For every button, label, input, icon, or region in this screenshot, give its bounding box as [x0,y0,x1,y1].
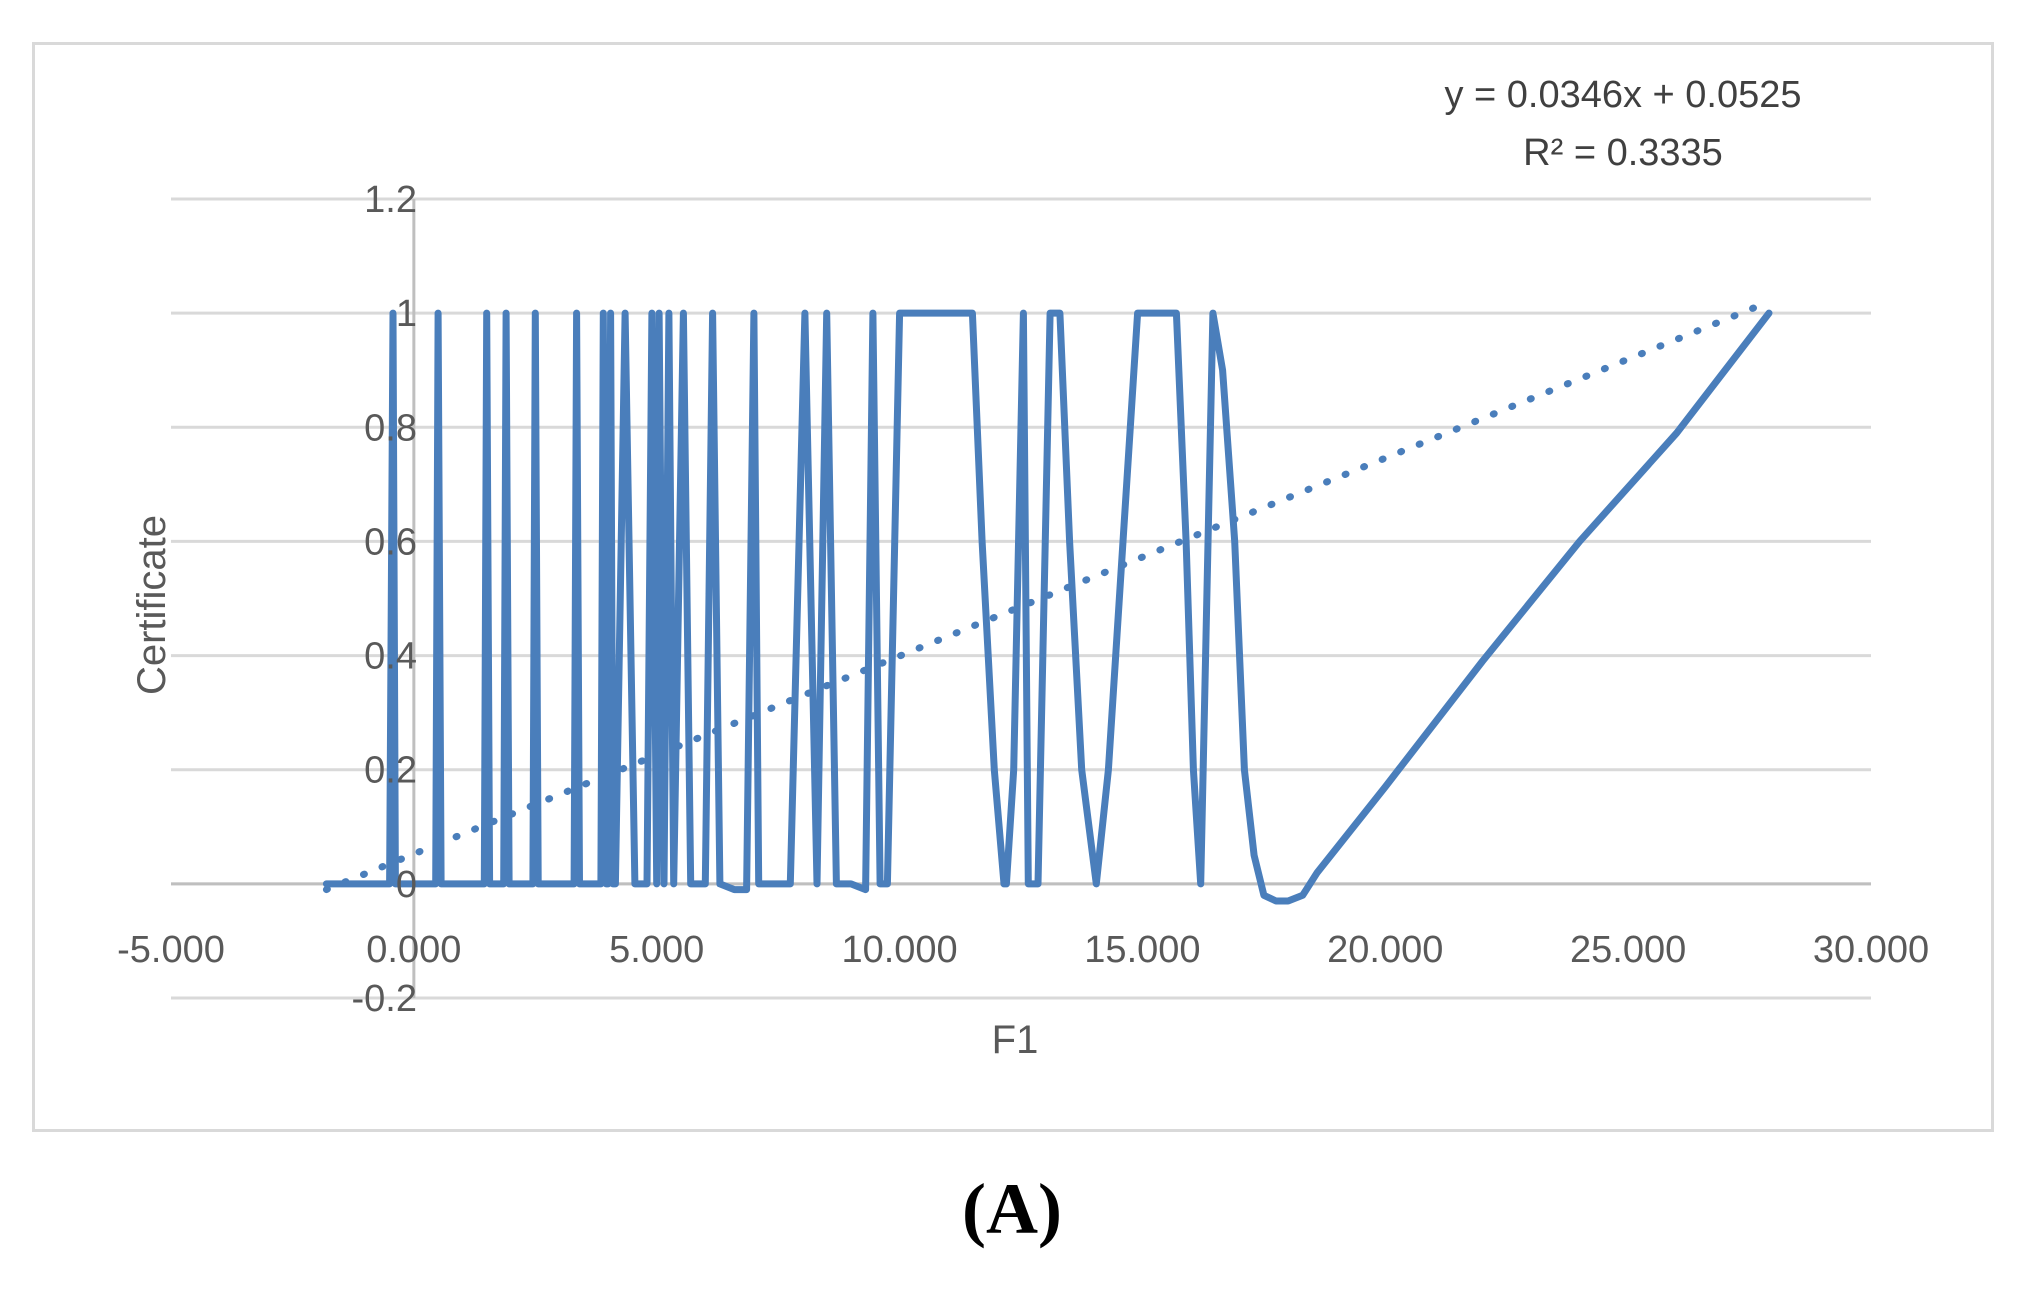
series-lines [322,309,1773,905]
y-tick-label: 0.4 [364,636,417,678]
trendline-equation: y = 0.0346x + 0.0525 [1444,74,1801,116]
y-axis-title: Certificate [130,515,174,695]
x-tick-label: -5.000 [117,929,225,971]
x-tick-label: 0.000 [366,929,461,971]
tick-labels: -0.2 0 0.2 0.4 0.6 0.8 1 1.2 -5.000 0.000 5.000 10.… [117,179,1929,1020]
y-tick-label: 0.8 [364,407,417,449]
x-tick-label: 20.000 [1327,929,1443,971]
series-line-0 [322,309,1773,905]
y-tick-label: -0.2 [352,978,417,1020]
x-axis-title: F1 [992,1018,1039,1062]
trendline [322,298,1773,894]
x-tick-label: 10.000 [841,929,957,971]
chart-frame: -0.2 0 0.2 0.4 0.6 0.8 1 1.2 -5.000 0.000 5.000 10.… [32,42,1994,1132]
trendline-r-squared: R² = 0.3335 [1523,132,1723,174]
panel-label: (A) [962,1169,1062,1249]
y-tick-label: 0.2 [364,750,417,792]
y-tick-label: 0 [396,864,417,906]
x-tick-label: 25.000 [1570,929,1686,971]
x-tick-label: 30.000 [1813,929,1929,971]
x-tick-label: 15.000 [1084,929,1200,971]
trendline-dotted [322,298,1773,894]
y-tick-label: 1 [396,293,417,335]
y-tick-label: 1.2 [364,179,417,221]
x-tick-label: 5.000 [609,929,704,971]
y-tick-label: 0.6 [364,521,417,563]
chart-svg: -0.2 0 0.2 0.4 0.6 0.8 1 1.2 -5.000 0.000 5.000 10.… [117,74,1929,1062]
